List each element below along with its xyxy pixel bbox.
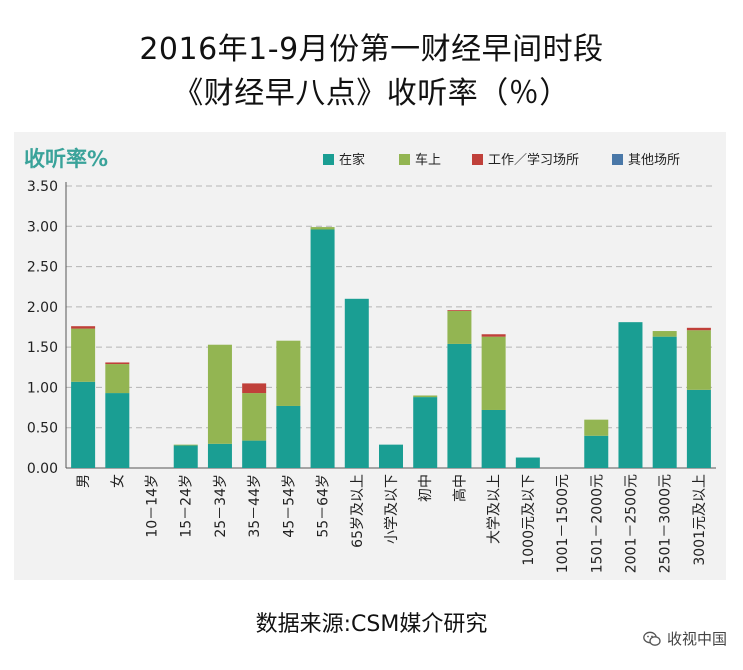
bar-segment bbox=[276, 405, 301, 468]
bar-segment bbox=[71, 326, 96, 329]
bar-segment bbox=[652, 336, 677, 468]
legend-label: 车上 bbox=[415, 152, 441, 168]
legend-label: 工作／学习场所 bbox=[488, 152, 579, 168]
bar-segment bbox=[686, 330, 711, 390]
x-tick-label: 高中 bbox=[451, 474, 468, 502]
x-tick-label: 男 bbox=[76, 474, 92, 488]
y-tick-label: 1.50 bbox=[27, 340, 58, 356]
legend-swatch bbox=[323, 154, 334, 165]
x-tick-label: 35－44岁 bbox=[247, 474, 263, 538]
legend-label: 其他场所 bbox=[628, 153, 680, 168]
bar-segment bbox=[105, 364, 130, 394]
x-tick-label: 1501－2000元 bbox=[589, 474, 605, 573]
bar-segment bbox=[105, 393, 130, 468]
bar-segment bbox=[447, 310, 472, 344]
y-tick-label: 3.50 bbox=[27, 179, 58, 195]
x-tick-label: 55－64岁 bbox=[316, 474, 332, 538]
chart-panel: 收听率% 0.00 0.50 1.00 1.50 2.00 2.50 3.00 3.50 男 女 10… bbox=[14, 132, 726, 580]
x-tick-label: 大学及以上 bbox=[487, 474, 503, 544]
stacked-bar-chart: 收听率% 0.00 0.50 1.00 1.50 2.00 2.50 3.00 3.50 男 女 10… bbox=[24, 147, 716, 573]
legend-swatch bbox=[472, 154, 483, 165]
bar-segment bbox=[447, 343, 472, 468]
bar-segment bbox=[310, 229, 335, 468]
wechat-icon bbox=[643, 631, 661, 646]
bar-segment bbox=[652, 331, 677, 337]
bar-segment bbox=[413, 397, 438, 468]
bar-segment bbox=[686, 327, 711, 331]
y-tick-label: 3.00 bbox=[27, 219, 58, 235]
y-tick-label: 0.00 bbox=[27, 461, 58, 477]
x-tick-label: 65岁及以上 bbox=[350, 474, 366, 548]
bar-segment bbox=[618, 322, 643, 468]
bar-segment bbox=[173, 445, 198, 468]
bar-segment bbox=[207, 443, 232, 468]
bar-segment bbox=[242, 440, 267, 468]
x-tick-label: 10－14岁 bbox=[145, 474, 161, 538]
legend-swatch bbox=[612, 154, 623, 165]
bar-segment bbox=[242, 393, 267, 441]
chart-title-line2: 《财经早八点》收听率（％） bbox=[173, 76, 570, 111]
bar-segment bbox=[207, 344, 232, 444]
bar-segment bbox=[105, 362, 130, 365]
x-tick-label: 2501－3000元 bbox=[658, 474, 674, 573]
bar-segment bbox=[686, 389, 711, 468]
x-tick-label: 15－24岁 bbox=[179, 474, 195, 538]
bar-segment bbox=[344, 298, 369, 468]
bar-segment bbox=[584, 435, 609, 468]
bar-segment bbox=[71, 328, 96, 382]
bar-segment bbox=[379, 444, 403, 468]
bar-segment bbox=[481, 336, 506, 410]
y-tick-label: 0.50 bbox=[27, 421, 58, 437]
legend-label: 在家 bbox=[339, 152, 365, 168]
bar-segment bbox=[242, 383, 267, 394]
bar-segment bbox=[481, 409, 506, 468]
legend-swatch bbox=[399, 154, 410, 165]
x-tick-label: 初中 bbox=[417, 474, 434, 502]
bar-segment bbox=[71, 381, 96, 468]
watermark-text: 收视中国 bbox=[666, 630, 727, 648]
x-tick-label: 3001元及以上 bbox=[692, 474, 708, 566]
bar-segment bbox=[310, 227, 335, 230]
bar-segment bbox=[413, 395, 438, 398]
x-tick-label: 2001－2500元 bbox=[623, 474, 639, 573]
data-source: 数据来源:CSM媒介研究 bbox=[255, 612, 488, 637]
bar-segment bbox=[481, 334, 506, 337]
x-tick-label: 1000元及以下 bbox=[521, 474, 537, 566]
x-tick-label: 女 bbox=[109, 474, 126, 488]
chart-title-line1: 2016年1-9月份第一财经早间时段 bbox=[139, 32, 604, 67]
x-tick-label: 45－54岁 bbox=[281, 474, 297, 538]
bar-segment bbox=[515, 457, 540, 468]
watermark: 收视中国 bbox=[643, 628, 727, 649]
y-tick-label: 2.50 bbox=[27, 260, 58, 276]
x-tick-label: 1001－1500元 bbox=[555, 474, 571, 573]
y-tick-label: 2.00 bbox=[27, 300, 58, 316]
y-tick-label: 1.00 bbox=[27, 380, 58, 396]
y-axis-title: 收听率% bbox=[24, 147, 108, 171]
bar-segment bbox=[447, 310, 472, 311]
x-tick-label: 25－34岁 bbox=[213, 474, 229, 538]
bar-segment bbox=[584, 419, 609, 436]
bar-segment bbox=[276, 340, 301, 406]
bar-segment bbox=[173, 444, 198, 446]
x-tick-label: 小学及以下 bbox=[384, 474, 400, 544]
